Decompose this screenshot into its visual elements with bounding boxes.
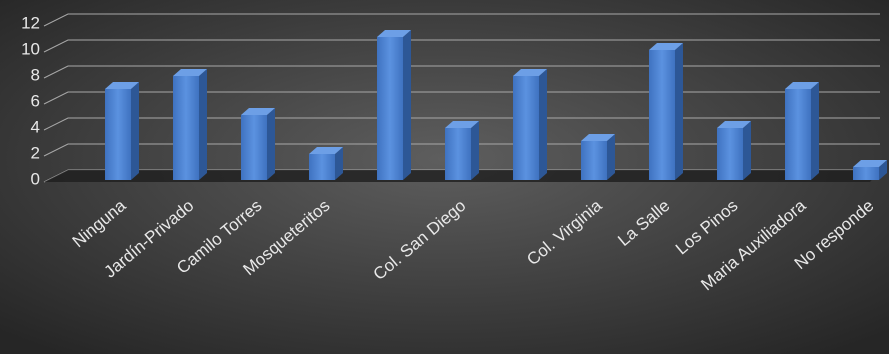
y-tick-label: 2 xyxy=(31,143,40,162)
bar-side xyxy=(403,30,411,180)
bar-side xyxy=(607,134,615,180)
y-tick-label: 8 xyxy=(31,65,40,84)
y-tick-label: 12 xyxy=(21,13,40,32)
bar-side xyxy=(675,43,683,180)
bar-side xyxy=(539,69,547,180)
bar-side xyxy=(267,108,275,180)
y-tick-label: 10 xyxy=(21,39,40,58)
bar xyxy=(581,141,607,180)
bar-top xyxy=(649,43,683,50)
bar-top xyxy=(445,121,479,128)
bar xyxy=(309,154,335,180)
bar xyxy=(649,50,675,180)
bar-side xyxy=(743,121,751,180)
bar-side xyxy=(471,121,479,180)
grid-line xyxy=(43,91,880,105)
grid-line xyxy=(43,65,880,79)
grid-line xyxy=(43,13,880,27)
grid-line xyxy=(43,117,880,131)
y-tick-label: 6 xyxy=(31,91,40,110)
bar-side xyxy=(199,69,207,180)
bar xyxy=(785,89,811,180)
bar xyxy=(105,89,131,180)
bar-side xyxy=(811,82,819,180)
bar xyxy=(445,128,471,180)
bar-top xyxy=(717,121,751,128)
bar-top xyxy=(105,82,139,89)
bar xyxy=(241,115,267,180)
grid-line xyxy=(43,39,880,53)
bar-top xyxy=(853,160,887,167)
bar-top xyxy=(241,108,275,115)
bar-top xyxy=(581,134,615,141)
bar-top xyxy=(173,69,207,76)
bar xyxy=(717,128,743,180)
bar-top xyxy=(513,69,547,76)
y-tick-label: 0 xyxy=(31,169,40,188)
bar-top xyxy=(785,82,819,89)
bar xyxy=(513,76,539,180)
bar-top xyxy=(309,147,343,154)
bar-side xyxy=(131,82,139,180)
bar xyxy=(853,167,879,180)
bar-side xyxy=(335,147,343,180)
bar-side xyxy=(879,160,887,180)
y-tick-label: 4 xyxy=(31,117,40,136)
bar xyxy=(173,76,199,180)
bar xyxy=(377,37,403,180)
bar-top xyxy=(377,30,411,37)
